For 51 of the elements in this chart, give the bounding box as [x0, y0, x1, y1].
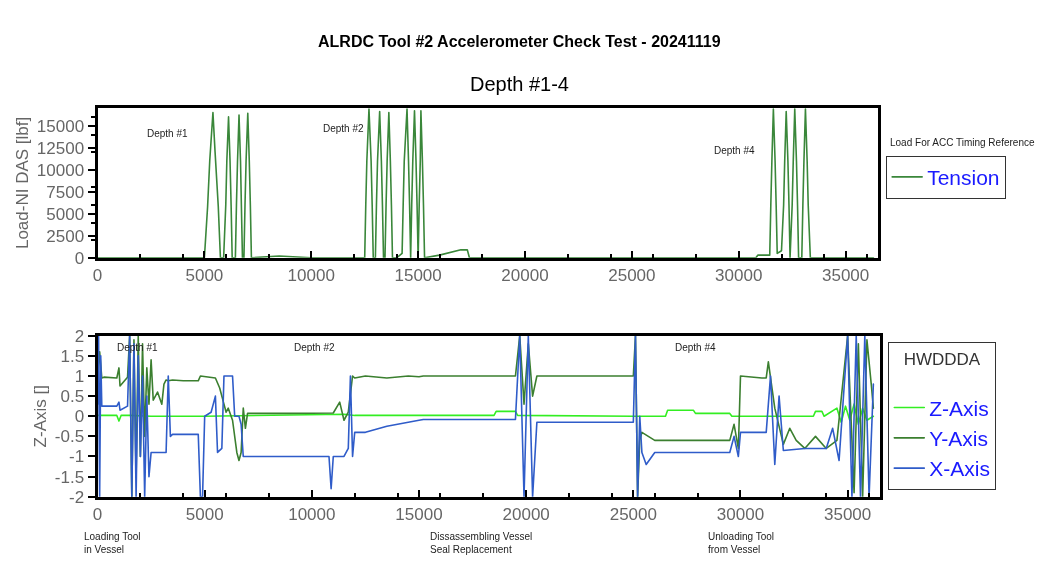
- y-tick-label: 15000: [36, 116, 85, 136]
- x-tick-label: 5000: [185, 266, 224, 286]
- x-tick-label: 35000: [821, 266, 870, 286]
- y-tick-label: 10000: [36, 160, 85, 180]
- text: Unloading Tool from Vessel: [708, 531, 774, 555]
- x-tick-label: 20000: [501, 266, 549, 286]
- y-tick-label: -2: [69, 487, 85, 507]
- legend-label: Y-Axis: [929, 427, 989, 451]
- x-tick-label: 10000: [287, 266, 335, 286]
- x-tick-label: 0: [92, 505, 103, 525]
- y-tick-label: 2: [74, 326, 85, 346]
- x-tick-label: 15000: [394, 266, 442, 286]
- y-tick-label: 2500: [46, 226, 85, 246]
- y-tick-label: 1: [74, 366, 85, 386]
- y-tick-label: 1.5: [60, 346, 85, 366]
- y-tick-label: -0.5: [54, 427, 85, 447]
- x-tick-label: 10000: [288, 505, 336, 525]
- chart-subtitle: Depth #1-4: [470, 73, 569, 95]
- y-axis-title: Z-Axis []: [31, 385, 51, 448]
- line-series: [97, 335, 875, 497]
- x-tick-label: 30000: [716, 505, 765, 525]
- text: Dissassembling Vessel Seal Replacement: [430, 531, 533, 555]
- x-tick-label: 25000: [609, 505, 657, 525]
- legend-label: Z-Axis: [929, 396, 989, 420]
- y-tick-label: 5000: [46, 204, 85, 224]
- y-tick-label: 0: [74, 407, 85, 427]
- y-tick-label: -1: [69, 447, 85, 467]
- y-tick-label: 12500: [36, 138, 85, 158]
- y-axis-title: Load-NI DAS [lbf]: [13, 116, 33, 250]
- x-tick-label: 0: [92, 266, 103, 286]
- y-tick-label: -1.5: [54, 467, 85, 487]
- y-tick-label: 7500: [46, 182, 85, 202]
- text: Loading Tool in Vessel: [84, 531, 141, 555]
- text: Load For ACC Timing Reference: [890, 137, 1035, 148]
- annotation: Depth #4: [714, 145, 756, 156]
- annotation: Depth #1: [147, 128, 189, 139]
- annotation: Depth #4: [675, 342, 717, 353]
- x-tick-label: 25000: [608, 266, 656, 286]
- x-tick-label: 35000: [824, 505, 872, 525]
- x-tick-label: 20000: [502, 505, 550, 525]
- chart-title: ALRDC Tool #2 Accelerometer Check Test - 20241119: [318, 33, 721, 50]
- y-tick-label: 0.5: [60, 387, 85, 407]
- annotation: Depth #2: [323, 123, 365, 134]
- x-tick-label: 5000: [185, 505, 224, 525]
- legend-label: Tension: [927, 166, 1000, 190]
- x-tick-label: 30000: [715, 266, 763, 286]
- x-tick-label: 15000: [395, 505, 443, 525]
- y-tick-label: 0: [74, 248, 85, 268]
- annotation: Depth #2: [294, 342, 336, 353]
- legend-label: X-Axis: [929, 457, 990, 481]
- legend-title: HWDDDA: [903, 350, 981, 370]
